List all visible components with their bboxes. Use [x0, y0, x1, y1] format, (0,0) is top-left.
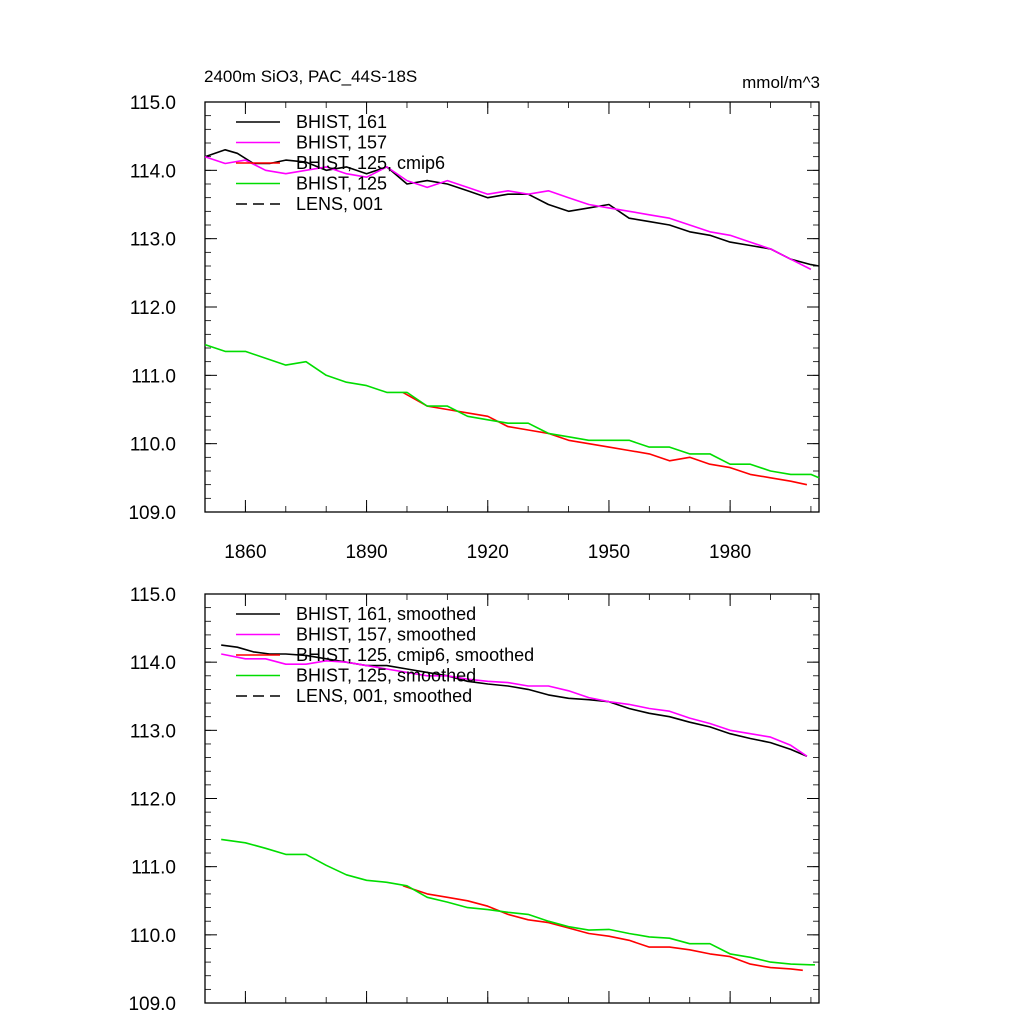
- legend-label: BHIST, 161, smoothed: [296, 604, 476, 624]
- legend-label: LENS, 001: [296, 194, 383, 214]
- legend-label: BHIST, 125, cmip6, smoothed: [296, 645, 534, 665]
- series-line: [204, 343, 820, 479]
- legend-label: BHIST, 157: [296, 133, 387, 153]
- x-tick-label: 1950: [588, 542, 630, 563]
- y-tick-label: 110.0: [130, 926, 176, 947]
- legend-label: BHIST, 125, cmip6: [296, 153, 445, 173]
- x-tick-label: 1980: [709, 542, 751, 563]
- legend-label: BHIST, 157, smoothed: [296, 625, 476, 645]
- y-tick-label: 113.0: [130, 721, 176, 742]
- series-line: [221, 653, 808, 757]
- units-label: mmol/m^3: [742, 73, 820, 92]
- y-tick-label: 115.0: [130, 585, 176, 606]
- y-tick-label: 109.0: [128, 994, 176, 1015]
- series-line: [221, 838, 815, 966]
- y-tick-label: 113.0: [130, 230, 176, 251]
- y-tick-label: 115.0: [130, 93, 176, 114]
- series-line: [221, 644, 808, 757]
- series-line: [204, 149, 820, 267]
- top-panel: 2400m SiO3, PAC_44S-18S mmol/m^3 109.0 11…: [128, 67, 820, 563]
- y-tick-label: 114.0: [130, 161, 176, 182]
- legend-label: LENS, 001, smoothed: [296, 686, 472, 706]
- x-tick-label: 1890: [345, 542, 387, 563]
- y-tick-label: 110.0: [130, 435, 176, 456]
- y-tick-label: 111.0: [131, 858, 176, 879]
- series-line: [204, 155, 812, 271]
- legend-label: BHIST, 125, smoothed: [296, 666, 476, 686]
- bottom-panel: 109.0 110.0 111.0 112.0 113.0 114.0 115.0 BHIST…: [128, 585, 820, 1015]
- y-tick-label: 112.0: [130, 298, 176, 319]
- y-tick-label: 114.0: [130, 653, 176, 674]
- series-line: [402, 391, 808, 486]
- x-tick-label: 1920: [467, 542, 509, 563]
- legend-label: BHIST, 161: [296, 112, 387, 132]
- series-line: [402, 885, 803, 972]
- y-tick-label: 111.0: [131, 366, 176, 387]
- x-tick-label: 1860: [224, 542, 266, 563]
- y-tick-label: 109.0: [128, 503, 176, 524]
- legend-label: BHIST, 125: [296, 174, 387, 194]
- chart-title: 2400m SiO3, PAC_44S-18S: [204, 67, 417, 86]
- y-tick-label: 112.0: [130, 790, 176, 811]
